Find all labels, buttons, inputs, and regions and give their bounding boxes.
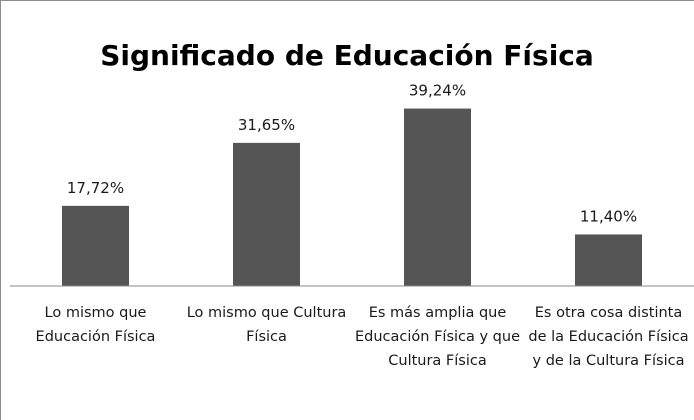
data-labels-group: 17,72% 31,65% 39,24% 11,40% xyxy=(67,82,637,226)
category-label-4: Es otra cosa distinta de la Educación Fís… xyxy=(528,305,688,369)
category-labels-group: Lo mismo que Educación Física Lo mismo que… xyxy=(36,305,689,369)
bar-2 xyxy=(233,142,300,286)
category-label-3: Es más amplia que Educación Física y que C… xyxy=(355,305,520,369)
data-label-2: 31,65% xyxy=(238,116,295,134)
bar-1 xyxy=(62,205,129,286)
bar-4 xyxy=(575,234,642,286)
category-label-1: Lo mismo que Educación Física xyxy=(36,305,156,345)
bar-3 xyxy=(404,108,471,286)
category-label-2: Lo mismo que Cultura Física xyxy=(187,305,347,345)
chart-title: Significado de Educación Física xyxy=(100,39,594,72)
data-label-3: 39,24% xyxy=(409,82,466,100)
data-label-1: 17,72% xyxy=(67,179,124,197)
bars-group xyxy=(62,108,642,286)
data-label-4: 11,40% xyxy=(580,207,637,225)
